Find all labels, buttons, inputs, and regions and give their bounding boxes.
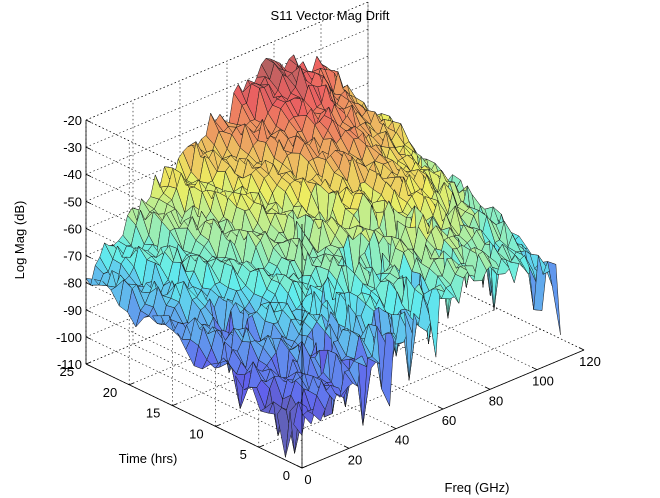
x-axis-label: Freq (GHz) xyxy=(445,480,510,495)
y-tick-mark xyxy=(172,403,178,406)
z-tick-mark xyxy=(85,255,92,259)
y-tick-mark xyxy=(258,444,264,448)
y-tick-label: 5 xyxy=(240,447,247,462)
y-axis-line xyxy=(85,363,303,469)
z-tick-mark xyxy=(85,200,92,205)
x-tick-label: 0 xyxy=(304,472,311,487)
y-tick-label: 15 xyxy=(146,406,160,421)
x-tick-label: 40 xyxy=(395,433,409,448)
chart-title: S11 Vector Mag Drift xyxy=(271,8,390,23)
x-tick-mark xyxy=(343,445,350,449)
z-tick-mark xyxy=(85,119,92,123)
x-tick-label: 100 xyxy=(532,374,554,389)
x-tick-label: 20 xyxy=(348,452,362,467)
x-tick-mark xyxy=(531,366,538,371)
z-tick-mark xyxy=(85,282,92,286)
x-tick-label: 120 xyxy=(579,354,601,369)
y-axis-label: Time (hrs) xyxy=(119,451,178,466)
x-tick-mark xyxy=(484,386,491,390)
z-tick-mark xyxy=(85,146,92,150)
y-tick-label: 25 xyxy=(60,364,74,379)
z-tick-label: -90 xyxy=(63,303,82,318)
y-tick-label: 20 xyxy=(103,385,117,400)
z-tick-label: -50 xyxy=(63,194,82,209)
y-tick-label: 10 xyxy=(189,426,203,441)
z-tick-mark xyxy=(85,228,92,232)
z-tick-label: -20 xyxy=(63,113,82,128)
z-tick-label: -80 xyxy=(63,276,82,291)
z-tick-mark xyxy=(85,336,92,340)
surface-mesh xyxy=(85,54,561,458)
z-tick-label: -40 xyxy=(63,167,82,182)
x-tick-label: 80 xyxy=(489,393,503,408)
y-tick-mark xyxy=(129,382,135,386)
z-tick-label: -30 xyxy=(63,140,82,155)
z-tick-mark xyxy=(85,309,92,313)
y-tick-mark xyxy=(215,424,221,427)
surface-facet xyxy=(547,261,561,336)
z-tick-label: -70 xyxy=(63,249,82,264)
tick-labels: -20 -30 -40 -50 -60 -70 -80 -90 -100 -110 0 5 10 15 20… xyxy=(56,113,601,487)
z-tick-mark xyxy=(85,173,92,177)
x-tick-mark xyxy=(296,465,303,469)
grid-line xyxy=(258,328,541,448)
grid-line xyxy=(85,55,369,175)
x-tick-mark xyxy=(390,425,397,430)
z-tick-label: -60 xyxy=(63,221,82,236)
x-tick-mark xyxy=(437,406,444,410)
x-tick-mark xyxy=(578,347,585,351)
z-axis-label: Log Mag (dB) xyxy=(12,201,27,280)
y-tick-label: 0 xyxy=(283,468,290,483)
z-tick-label: -110 xyxy=(57,357,82,372)
y-tick-mark xyxy=(85,361,92,365)
y-tick-mark xyxy=(301,465,308,469)
z-tick-label: -100 xyxy=(56,330,82,345)
grid-line xyxy=(85,1,369,121)
x-tick-label: 60 xyxy=(442,413,456,428)
z-tick-mark xyxy=(85,363,92,367)
